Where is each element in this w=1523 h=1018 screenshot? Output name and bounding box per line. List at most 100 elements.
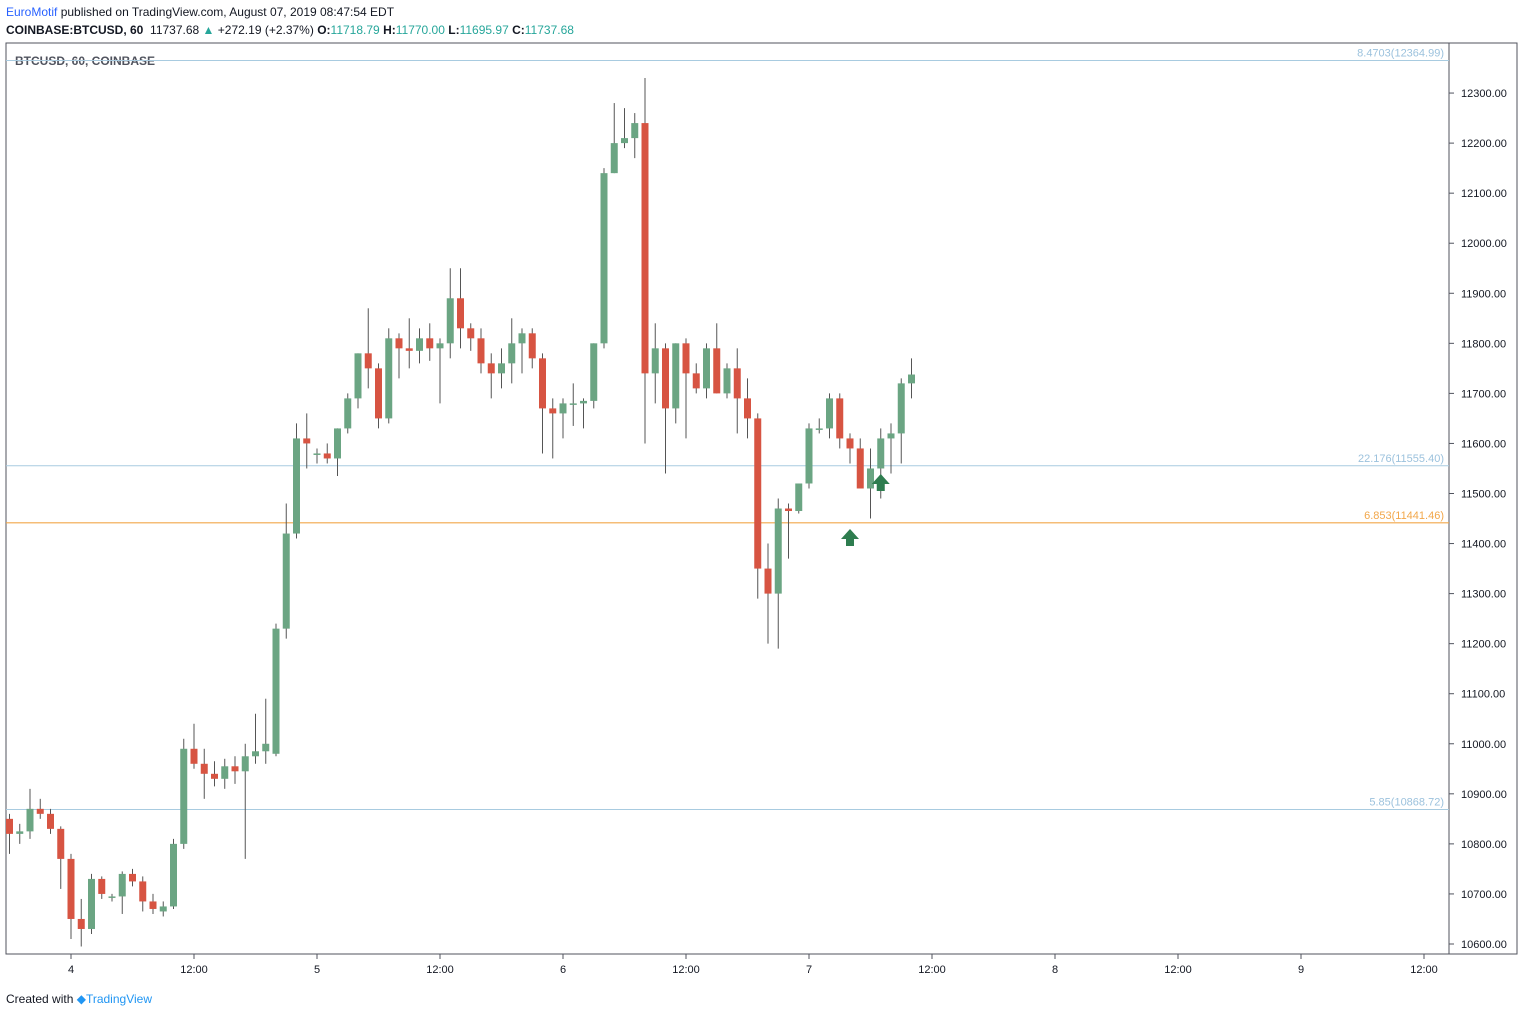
- quote-line: COINBASE:BTCUSD, 60 11737.68 ▲ +272.19 (…: [6, 23, 574, 37]
- last-price: 11737.68: [150, 23, 200, 37]
- candle-up: [580, 400, 587, 404]
- candle-up: [282, 533, 290, 629]
- candle-up: [610, 143, 618, 174]
- candle-down: [539, 358, 546, 409]
- x-tick-label: 12:00: [672, 964, 700, 976]
- y-tick-label: 10600.00: [1461, 939, 1507, 951]
- candle-down: [641, 123, 649, 374]
- y-tick-label: 11600.00: [1461, 438, 1506, 450]
- candle-up: [334, 428, 341, 459]
- candle-down: [467, 328, 475, 339]
- tradingview-brand[interactable]: TradingView: [85, 992, 152, 1006]
- candle-up: [774, 508, 782, 594]
- candle-down: [375, 368, 382, 419]
- y-tick-label: 10800.00: [1461, 839, 1507, 851]
- created-with-text: Created with: [6, 992, 74, 1006]
- candle-up: [180, 748, 188, 844]
- candle-up: [385, 338, 393, 419]
- y-tick-label: 12300.00: [1461, 88, 1507, 100]
- tradingview-logo-icon: ◆: [76, 992, 86, 1006]
- candle-up: [621, 138, 628, 144]
- candle-up: [108, 896, 116, 898]
- published-text: published on TradingView.com, August 07,…: [60, 5, 395, 19]
- candle-up: [600, 173, 608, 344]
- candle-up: [262, 743, 270, 752]
- x-tick-label: 12:00: [918, 964, 946, 976]
- candle-down: [836, 398, 844, 439]
- publisher-name[interactable]: EuroMotif: [6, 5, 58, 19]
- x-tick-label: 5: [314, 964, 320, 976]
- candle-up: [241, 756, 249, 772]
- candle-up: [118, 873, 126, 897]
- candle-up: [815, 428, 823, 430]
- x-tick-label: 12:00: [1164, 964, 1192, 976]
- low-value: 11695.97: [459, 23, 509, 37]
- candle-up: [159, 906, 167, 912]
- candle-down: [426, 338, 434, 349]
- y-tick-label: 12200.00: [1461, 138, 1507, 150]
- candle-up: [826, 398, 833, 429]
- candle-down: [528, 333, 536, 359]
- candle-down: [98, 878, 106, 894]
- symbol-label: COINBASE:BTCUSD, 60: [6, 23, 144, 37]
- candle-up: [26, 808, 34, 832]
- x-tick-label: 7: [806, 964, 812, 976]
- candle-down: [36, 808, 44, 814]
- x-tick-label: 8: [1052, 964, 1058, 976]
- candle-down: [77, 918, 85, 929]
- candle-up: [672, 343, 680, 409]
- candle-up: [877, 438, 885, 469]
- open-label: O:: [317, 23, 331, 37]
- candle-up: [170, 843, 177, 907]
- y-tick-label: 11300.00: [1461, 589, 1506, 601]
- candle-up: [293, 438, 300, 534]
- candle-up: [590, 343, 598, 401]
- candle-up: [16, 831, 24, 834]
- high-label: H:: [383, 23, 396, 37]
- x-tick-label: 12:00: [426, 964, 454, 976]
- candle-down: [395, 338, 403, 349]
- candle-down: [211, 773, 218, 779]
- y-tick-label: 11500.00: [1461, 488, 1506, 500]
- y-tick-label: 11900.00: [1461, 288, 1506, 300]
- y-tick-label: 10700.00: [1461, 889, 1507, 901]
- candle-down: [846, 438, 854, 449]
- low-label: L:: [448, 23, 460, 37]
- candle-up: [313, 453, 321, 455]
- up-arrow-icon: [871, 474, 890, 491]
- candle-down: [487, 363, 495, 374]
- candle-down: [190, 748, 198, 764]
- candle-up: [221, 766, 229, 779]
- y-tick-label: 11800.00: [1461, 338, 1506, 350]
- y-tick-label: 11400.00: [1461, 539, 1506, 551]
- x-tick-label: 6: [560, 964, 566, 976]
- candle-up: [436, 343, 444, 349]
- fib-level-label: 22.176(11555.40): [1358, 453, 1444, 465]
- candle-up: [252, 751, 259, 757]
- candle-up: [867, 468, 874, 489]
- candle-up: [272, 628, 280, 754]
- candle-down: [47, 813, 54, 829]
- close-value: 11737.68: [524, 23, 574, 37]
- candle-down: [67, 858, 75, 919]
- candle-down: [682, 343, 690, 374]
- candle-down: [785, 508, 792, 512]
- candle-down: [323, 453, 331, 459]
- candle-down: [662, 348, 669, 409]
- footer: Created with ◆TradingView: [6, 992, 152, 1006]
- candle-down: [713, 348, 721, 394]
- y-tick-label: 11200.00: [1461, 639, 1506, 651]
- candle-down: [477, 338, 485, 364]
- x-tick-label: 4: [68, 964, 74, 976]
- candle-up: [88, 878, 95, 929]
- candle-up: [887, 433, 895, 439]
- candle-down: [764, 568, 772, 594]
- candle-down: [364, 353, 372, 369]
- fib-level-label: 5.85(10868.72): [1369, 796, 1444, 808]
- candle-down: [405, 348, 413, 351]
- y-tick-label: 11000.00: [1461, 739, 1506, 751]
- candle-up: [651, 348, 659, 374]
- price-change: +272.19 (+2.37%): [217, 23, 314, 37]
- candle-down: [200, 763, 208, 774]
